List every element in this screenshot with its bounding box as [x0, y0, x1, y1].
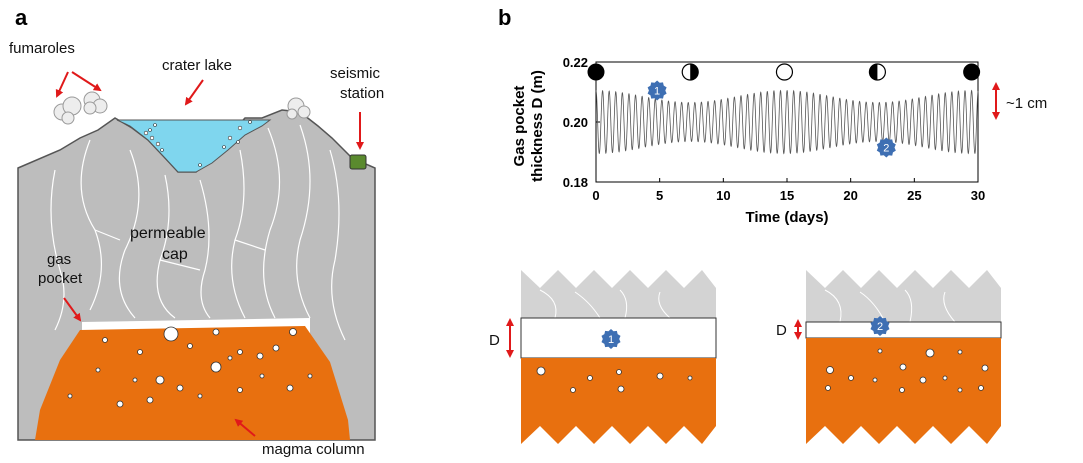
label-permeable-cap-1: permeable [130, 225, 206, 242]
new-moon-icon [587, 63, 605, 81]
schematic-d-label-1: D [489, 332, 500, 349]
magma-bubbles [67, 326, 313, 408]
chart-tick-marks [595, 61, 979, 183]
xtick-label: 0 [592, 188, 599, 203]
label-gas-pocket-2: pocket [38, 270, 83, 287]
chart-ylabel-line1: Gas pocket [511, 86, 528, 167]
schematic-cap [806, 270, 1001, 322]
schematic-cap [521, 270, 716, 318]
new-moon-icon [963, 63, 981, 81]
panel-label-a: a [15, 5, 28, 30]
ytick-label: 0.22 [563, 55, 588, 70]
xtick-label: 30 [971, 188, 985, 203]
svg-text:1: 1 [654, 86, 660, 98]
schematic-marker-1: 1 [601, 329, 621, 349]
label-gas-pocket-1: gas [47, 251, 71, 268]
series-line [595, 89, 979, 155]
annotation-arrows [55, 71, 364, 437]
fumarole-clouds [53, 91, 311, 125]
chart-marker-1: 1 [647, 80, 667, 101]
xtick-label: 10 [716, 188, 730, 203]
seismic-station [349, 154, 367, 170]
schematic-d-label-2: D [776, 322, 787, 339]
last-quarter-icon [868, 63, 887, 81]
svg-text:1: 1 [608, 334, 614, 346]
volcano-diagram: fumaroles crater lake seismic station pe… [9, 40, 384, 458]
thickness-chart: Gas pocket thickness D (m) 0.220.200.18 … [511, 55, 1047, 226]
chart-ylabel-line2: thickness D (m) [529, 70, 546, 182]
moon-phases [587, 63, 981, 81]
svg-text:2: 2 [883, 143, 889, 155]
label-magma-column: magma column [262, 441, 365, 458]
label-seismic-station-1: seismic [330, 65, 381, 82]
xtick-label: 20 [843, 188, 857, 203]
panel-label-b: b [498, 5, 511, 30]
first-quarter-icon [681, 63, 699, 81]
chart-xticks: 0 5 10 15 20 25 30 [592, 188, 985, 203]
schematic-magma [521, 358, 716, 444]
label-fumaroles: fumaroles [9, 40, 75, 57]
magma-column [35, 326, 350, 440]
crater-lake [116, 119, 272, 173]
ytick-label: 0.18 [563, 175, 588, 190]
amplitude-label: ~1 cm [1006, 95, 1047, 112]
full-moon-icon [775, 63, 794, 81]
schematic-marker-2: 2 [870, 316, 890, 336]
label-crater-lake: crater lake [162, 57, 232, 74]
schematic-high-d: D [489, 270, 717, 444]
schematic-low-d: D [776, 270, 1002, 444]
xtick-label: 25 [907, 188, 921, 203]
chart-markers: 12 [647, 80, 896, 158]
ytick-label: 0.20 [563, 115, 588, 130]
lake-bubbles [143, 120, 252, 167]
label-seismic-station-2: station [340, 85, 384, 102]
schematic-markers: 12 [601, 316, 890, 349]
xtick-label: 15 [780, 188, 794, 203]
chart-yticks: 0.22 0.20 0.18 [563, 55, 588, 190]
chart-xlabel: Time (days) [745, 209, 828, 226]
cap-fractures [50, 124, 346, 341]
label-permeable-cap-2: cap [162, 246, 188, 263]
xtick-label: 5 [656, 188, 663, 203]
chart-marker-2: 2 [876, 137, 896, 158]
schematic-gas-gap [805, 321, 1002, 339]
svg-text:2: 2 [877, 321, 883, 333]
